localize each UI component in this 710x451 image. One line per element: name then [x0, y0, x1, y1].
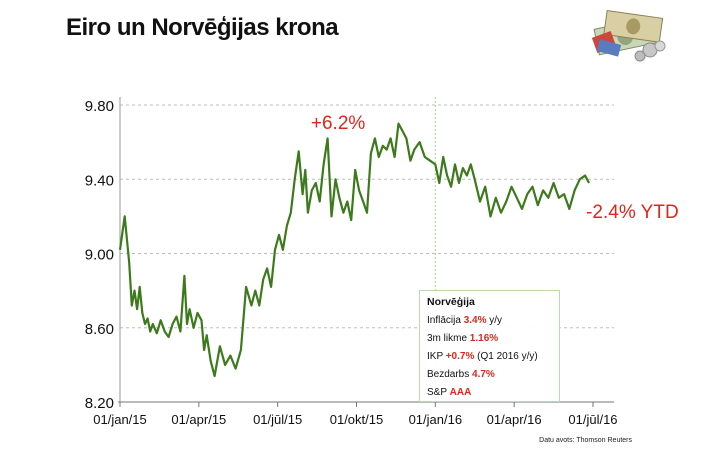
- info-row-value: 3.4%: [463, 315, 487, 326]
- info-box: Norvēģija Inflācija 3.4% y/y 3m likme 1.…: [419, 290, 560, 402]
- data-source: Datu avots: Thomson Reuters: [539, 437, 632, 444]
- info-row-value: 4.7%: [472, 369, 495, 380]
- x-tick-label: 01/jūl/16: [568, 412, 617, 427]
- x-tick-label: 01/apr/15: [171, 412, 226, 427]
- info-box-heading: Norvēģija: [427, 296, 475, 308]
- info-row-label: S&P: [427, 387, 447, 398]
- info-row-label: Bezdarbs: [427, 369, 470, 380]
- y-tick-label: 8.60: [85, 321, 114, 338]
- info-row-value: +0.7%: [445, 351, 475, 362]
- info-row-unemployment: Bezdarbs 4.7%: [427, 366, 559, 384]
- info-row-label: IKP: [427, 351, 443, 362]
- x-tick-label: 01/jūl/15: [253, 412, 302, 427]
- info-row-inflation: Inflācija 3.4% y/y: [427, 312, 559, 330]
- series-line-eur-nok: [118, 122, 590, 378]
- info-row-label: 3m likme: [427, 333, 468, 344]
- y-tick-label: 9.80: [85, 98, 114, 115]
- info-row-rate: 3m likme 1.16%: [427, 330, 559, 348]
- x-tick-label: 01/jan/15: [93, 412, 147, 427]
- money-illustration-icon: [591, 10, 666, 62]
- info-row-value: 1.16%: [469, 333, 499, 344]
- y-tick-label: 8.20: [85, 395, 114, 412]
- x-tick-label: 01/jan/16: [409, 412, 463, 427]
- info-row-suffix: y/y: [489, 315, 503, 326]
- annotation-label: -2.4% YTD: [586, 202, 679, 223]
- x-tick-label: 01/okt/15: [330, 412, 384, 427]
- info-row-suffix: (Q1 2016 y/y): [477, 351, 538, 362]
- info-row-label: Inflācija: [427, 315, 461, 326]
- info-row-gdp: IKP +0.7% (Q1 2016 y/y): [427, 348, 559, 366]
- info-row-rating: S&P AAA: [427, 384, 559, 402]
- annotation-label: +6.2%: [311, 113, 366, 134]
- x-tick-label: 01/apr/16: [487, 412, 542, 427]
- chart-title: Eiro un Norvēģijas krona: [66, 14, 339, 41]
- info-row-value: AAA: [449, 387, 472, 398]
- y-tick-label: 9.00: [85, 247, 114, 264]
- y-tick-label: 9.40: [85, 172, 114, 189]
